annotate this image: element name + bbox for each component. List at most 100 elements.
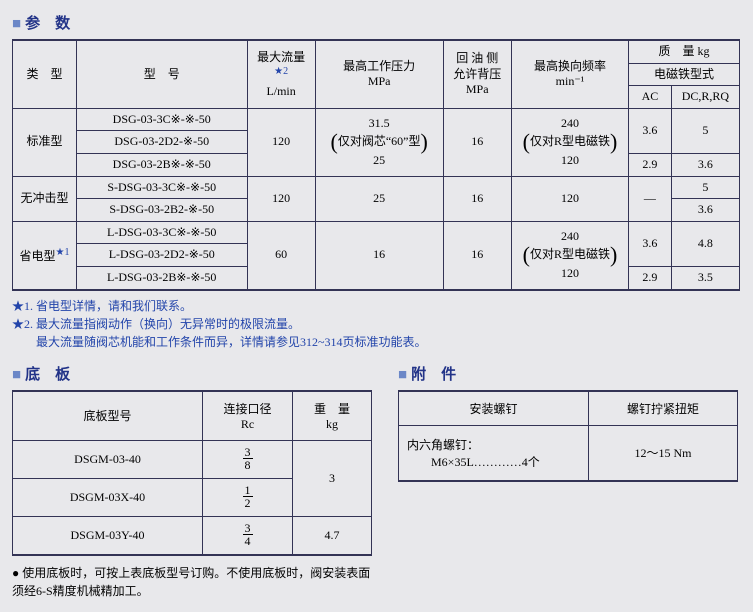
type-power: 省电型★1 <box>13 221 77 289</box>
h-sole: 电磁铁型式 <box>629 63 740 86</box>
h-flow-star: ★2 <box>274 66 288 77</box>
acc-section: ■附 件 安装螺钉 螺钉拧紧扭矩 内六角螺钉： M6×35L…………4个 12～… <box>398 363 738 482</box>
mass-ac: 3.6 <box>629 221 672 266</box>
mass-dc: 3.6 <box>671 199 739 222</box>
b-weight: 3 <box>293 440 372 516</box>
mass-dc: 3.6 <box>671 153 739 176</box>
flow-cell: 60 <box>247 221 315 289</box>
back-cell: 16 <box>443 176 511 221</box>
base-label: 底 板 <box>25 367 70 383</box>
freq-top: 240 <box>561 229 579 243</box>
h-freq-u: min⁻¹ <box>556 74 585 88</box>
mass-ac: — <box>629 176 672 221</box>
maxp-top: 31.5 <box>369 116 390 130</box>
mass-dc: 3.5 <box>671 266 739 289</box>
h-freq: 最高换向频率 min⁻¹ <box>511 40 628 108</box>
model-cell: DSG-03-3C※-※-50 <box>76 108 247 131</box>
h-dc: DC,R,RQ <box>671 86 739 109</box>
table-row: 无冲击型 S-DSG-03-3C※-※-50 120 25 16 120 — 5 <box>13 176 740 199</box>
freq-top: 240 <box>561 116 579 130</box>
h-flow-u: L/min <box>266 84 295 98</box>
params-label: 参 数 <box>25 16 70 32</box>
mass-ac: 2.9 <box>629 153 672 176</box>
ah-torque: 螺钉拧紧扭矩 <box>589 391 738 426</box>
type-std: 标准型 <box>13 108 77 176</box>
section-title-acc: ■附 件 <box>398 363 738 384</box>
params-table: 类 型 型 号 最大流量 ★2 L/min 最高工作压力 MPa 回 油 侧允许背… <box>12 39 740 291</box>
h-mass: 质 量 kg <box>629 40 740 63</box>
mass-dc: 5 <box>671 108 739 153</box>
b-model: DSGM-03Y-40 <box>13 516 203 555</box>
freq-pw: 240 (仅对R型电磁铁) 120 <box>511 221 628 289</box>
base-table: 底板型号 连接口径Rc 重 量kg DSGM-03-40 38 3 DSGM-0… <box>12 390 372 556</box>
mass-dc: 4.8 <box>671 221 739 266</box>
model-cell: DSG-03-2D2-※-50 <box>76 131 247 154</box>
b-model: DSGM-03-40 <box>13 440 203 478</box>
section-title-params: ■参 数 <box>12 12 741 33</box>
table-row: 标准型 DSG-03-3C※-※-50 120 31.5 (仅对阀芯“60”型)… <box>13 108 740 131</box>
model-cell: S-DSG-03-3C※-※-50 <box>76 176 247 199</box>
mass-dc: 5 <box>671 176 739 199</box>
flow-cell: 120 <box>247 176 315 221</box>
mass-ac: 3.6 <box>629 108 672 153</box>
maxp-cell: 25 <box>315 176 443 221</box>
b-port: 38 <box>203 440 293 478</box>
maxp-std: 31.5 (仅对阀芯“60”型) 25 <box>315 108 443 176</box>
maxp-mid: 仅对阀芯“60”型 <box>338 134 421 150</box>
freq-bot: 120 <box>561 153 579 167</box>
h-maxp-u: MPa <box>368 74 391 88</box>
freq-mid: 仅对R型电磁铁 <box>530 134 610 150</box>
model-cell: L-DSG-03-2D2-※-50 <box>76 244 247 267</box>
maxp-cell: 16 <box>315 221 443 289</box>
note-1: ★1. 省电型详情，请和我们联系。 <box>12 297 741 315</box>
h-back-u: MPa <box>466 82 489 96</box>
back-cell: 16 <box>443 221 511 289</box>
h-type: 类 型 <box>13 40 77 108</box>
freq-cell: 120 <box>511 176 628 221</box>
model-cell: L-DSG-03-3C※-※-50 <box>76 221 247 244</box>
h-flow-t: 最大流量 <box>257 50 305 64</box>
acc-table: 安装螺钉 螺钉拧紧扭矩 内六角螺钉： M6×35L…………4个 12～15 Nm <box>398 390 738 482</box>
h-back: 回 油 侧允许背压 MPa <box>443 40 511 108</box>
bh-weight: 重 量kg <box>293 391 372 441</box>
model-cell: L-DSG-03-2B※-※-50 <box>76 266 247 289</box>
h-maxp: 最高工作压力 MPa <box>315 40 443 108</box>
mass-ac: 2.9 <box>629 266 672 289</box>
footnote: ● 使用底板时，可按上表底板型号订购。不使用底板时，阀安装表面须经6-S精度机械… <box>12 564 372 600</box>
model-cell: DSG-03-2B※-※-50 <box>76 153 247 176</box>
h-ac: AC <box>629 86 672 109</box>
a-torque: 12～15 Nm <box>589 425 738 481</box>
b-model: DSGM-03X-40 <box>13 478 203 516</box>
flow-cell: 120 <box>247 108 315 176</box>
b-port: 34 <box>203 516 293 555</box>
freq-mid: 仅对R型电磁铁 <box>530 247 610 263</box>
freq-std: 240 (仅对R型电磁铁) 120 <box>511 108 628 176</box>
ah-screw: 安装螺钉 <box>399 391 589 426</box>
a-screw: 内六角螺钉： M6×35L…………4个 <box>399 425 589 481</box>
table-row: 省电型★1 L-DSG-03-3C※-※-50 60 16 16 240 (仅对… <box>13 221 740 244</box>
back-cell: 16 <box>443 108 511 176</box>
note-2: ★2. 最大流量指阀动作（换向）无异常时的极限流量。 <box>12 315 741 333</box>
acc-label: 附 件 <box>411 367 456 383</box>
h-model: 型 号 <box>76 40 247 108</box>
h-flow: 最大流量 ★2 L/min <box>247 40 315 108</box>
note-3: 最大流量随阀芯机能和工作条件而异，详情请参见312~314页标准功能表。 <box>12 333 741 351</box>
b-weight: 4.7 <box>293 516 372 555</box>
freq-bot: 120 <box>561 266 579 280</box>
h-back-t: 回 油 侧允许背压 <box>453 51 501 81</box>
maxp-bot: 25 <box>373 153 385 167</box>
bh-port: 连接口径Rc <box>203 391 293 441</box>
table-row: 内六角螺钉： M6×35L…………4个 12～15 Nm <box>399 425 738 481</box>
h-maxp-t: 最高工作压力 <box>343 59 415 73</box>
table-row: DSGM-03-40 38 3 <box>13 440 372 478</box>
base-section: ■底 板 底板型号 连接口径Rc 重 量kg DSGM-03-40 38 3 D… <box>12 363 372 600</box>
type-power-star: ★1 <box>56 247 70 258</box>
screw-l1: 内六角螺钉： <box>407 438 479 452</box>
screw-l2: M6×35L…………4个 <box>407 455 540 469</box>
type-shockless: 无冲击型 <box>13 176 77 221</box>
model-cell: S-DSG-03-2B2-※-50 <box>76 199 247 222</box>
b-port: 12 <box>203 478 293 516</box>
notes: ★1. 省电型详情，请和我们联系。 ★2. 最大流量指阀动作（换向）无异常时的极… <box>12 297 741 351</box>
bh-model: 底板型号 <box>13 391 203 441</box>
h-freq-t: 最高换向频率 <box>534 59 606 73</box>
